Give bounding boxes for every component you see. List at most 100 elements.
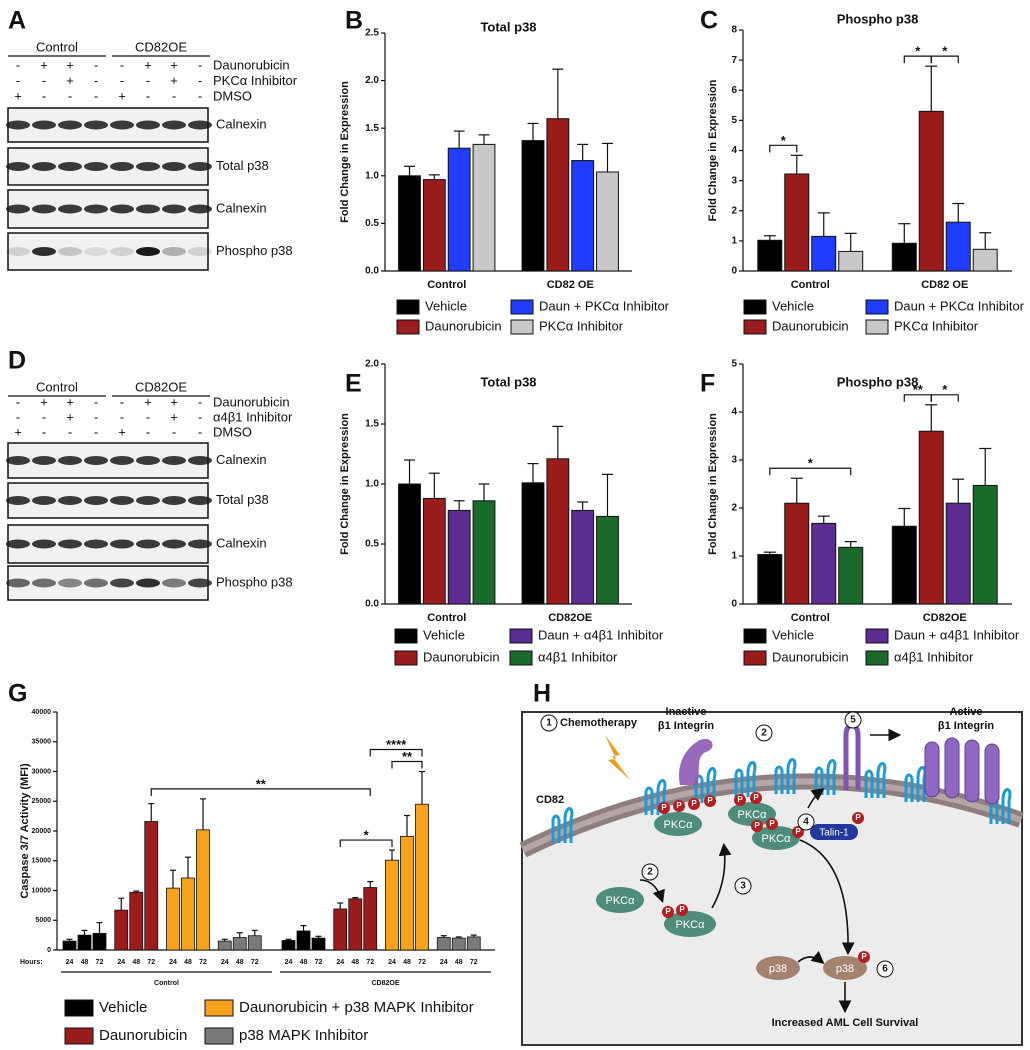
treatment-sign: - <box>42 73 46 88</box>
bar <box>784 502 810 605</box>
hour-label: 24 <box>66 959 74 966</box>
legend-swatch <box>510 299 534 315</box>
step-number: 6 <box>882 964 888 975</box>
bar <box>166 887 180 951</box>
bar <box>546 458 570 605</box>
blot-band <box>6 578 30 588</box>
step-circle <box>797 813 815 831</box>
active-label: Active <box>949 706 982 718</box>
y-tick-label: 7 <box>731 55 737 66</box>
active-integrin <box>924 741 940 798</box>
active-integrin <box>944 737 960 799</box>
band-label: Calnexin <box>216 116 267 131</box>
membrane-inner <box>521 778 1023 853</box>
blot-band <box>136 204 160 214</box>
chart-title: Phospho p38 <box>837 374 919 389</box>
chemotherapy-label: Chemotherapy <box>560 717 638 729</box>
blot-band <box>84 120 108 130</box>
legend-swatch <box>64 999 94 1017</box>
legend-label: Vehicle <box>772 627 814 642</box>
blot-band <box>162 247 186 256</box>
hour-label: 48 <box>403 959 411 966</box>
treatment-sign: - <box>146 88 150 103</box>
hour-label: 72 <box>251 959 259 966</box>
treatment-label: DMSO <box>213 424 252 439</box>
bar <box>447 509 471 605</box>
treatment-sign: - <box>198 88 202 103</box>
blot-band <box>6 162 30 171</box>
y-tick-label: 35000 <box>32 739 52 746</box>
bar <box>296 930 311 951</box>
hour-label: 72 <box>470 959 478 966</box>
phospho-circle <box>658 802 670 814</box>
phospho-label: P <box>707 796 713 805</box>
y-tick-label: 0.5 <box>365 539 379 550</box>
y-tick-label: 5 <box>731 115 737 126</box>
hour-label: 48 <box>351 959 359 966</box>
bar <box>196 829 210 951</box>
treatment-sign: - <box>198 394 202 409</box>
significance-bracket <box>930 55 959 64</box>
treatment-sign: - <box>68 88 72 103</box>
blot-band <box>84 162 108 171</box>
y-tick-label: 10000 <box>32 887 52 894</box>
legend-label: Daun + α4β1 Inhibitor <box>538 627 664 642</box>
y-tick-label: 2.0 <box>365 75 379 86</box>
bar <box>311 937 326 951</box>
legend-label: Daunorubicin + p38 MAPK Inhibitor <box>239 999 474 1016</box>
legend-swatch <box>64 1027 94 1045</box>
treatment-label: DMSO <box>213 88 252 103</box>
phospho-label: P <box>679 905 685 914</box>
arrow <box>799 839 855 956</box>
bar <box>348 898 363 951</box>
treatment-sign: - <box>120 409 124 424</box>
bar <box>918 430 944 605</box>
treatment-sign: + <box>66 409 74 424</box>
blot-band <box>58 162 82 171</box>
y-axis-label: Fold Change in Expression <box>707 79 719 221</box>
group-label: Control <box>36 379 78 394</box>
band-label: Calnexin <box>216 452 267 467</box>
hour-label: 48 <box>81 959 89 966</box>
y-tick-label: 1.5 <box>365 123 379 134</box>
outcome-label: Increased AML Cell Survival <box>772 1017 919 1029</box>
lightning <box>605 735 630 780</box>
blot-band <box>136 162 160 171</box>
panel-letter: F <box>700 370 715 398</box>
legend-label: Vehicle <box>423 627 465 642</box>
blot-band <box>110 578 134 588</box>
pkc-membrane <box>752 826 800 850</box>
blot-band <box>84 456 108 465</box>
blot-band <box>32 204 56 214</box>
panel-letter: A <box>8 7 26 35</box>
significance-bracket <box>339 839 393 848</box>
chart-title: Total p38 <box>480 374 536 389</box>
step-number: 5 <box>850 715 856 726</box>
phospho-circle <box>792 826 804 838</box>
significance-bracket <box>769 144 798 153</box>
significance-label: **** <box>386 737 407 752</box>
panel-letter: C <box>700 7 718 35</box>
bar <box>546 118 570 272</box>
phospho-sites: P P P P P P P P P P P P P <box>658 792 870 963</box>
blot-band <box>32 578 56 588</box>
band-label: Total p38 <box>216 158 269 173</box>
treatment-sign: + <box>144 57 152 72</box>
phospho-label: P <box>691 799 697 808</box>
group-label: CD82OE <box>135 379 187 394</box>
band-label: Phospho p38 <box>216 574 293 589</box>
treatment-sign: + <box>14 88 22 103</box>
blot-band <box>136 496 160 505</box>
bar <box>521 482 545 605</box>
x-tick-label: CD82OE <box>371 980 399 987</box>
y-tick-label: 0.0 <box>365 599 379 610</box>
blot-band <box>188 162 212 171</box>
blot-band <box>32 496 56 505</box>
bar <box>571 160 595 272</box>
panel-letter: D <box>8 347 26 375</box>
significance-label: ** <box>913 382 924 397</box>
y-tick-label: 3 <box>731 175 737 186</box>
legend-swatch <box>396 299 420 315</box>
y-tick-label: 0.0 <box>365 266 379 277</box>
